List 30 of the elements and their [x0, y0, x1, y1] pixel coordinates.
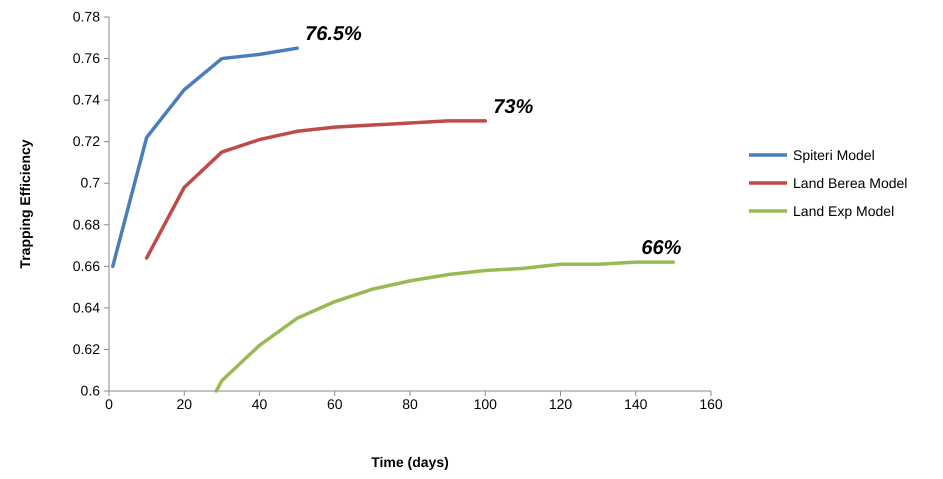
legend-label: Land Exp Model [793, 203, 894, 219]
annotation: 66% [641, 237, 682, 260]
y-tick-label: 0.78 [72, 8, 100, 24]
y-tick-label: 0.74 [72, 92, 100, 108]
y-tick-label: 0.7 [80, 174, 100, 191]
line-series [111, 46, 299, 268]
y-tick-label: 0.76 [72, 50, 100, 66]
y-tick-label: 0.72 [72, 133, 100, 150]
legend-label: Land Berea Model [793, 175, 908, 191]
y-tick-label: 0.64 [72, 299, 100, 316]
x-tick-label: 40 [252, 396, 268, 412]
x-tick-label: 160 [699, 396, 723, 412]
y-tick-label: 0.68 [72, 216, 100, 232]
x-tick-label: 100 [474, 396, 498, 412]
line-series [144, 119, 487, 260]
y-axis-title: Trapping Efficiency [17, 139, 33, 269]
x-tick-label: 60 [326, 396, 343, 412]
x-axis-title: Time (days) [371, 454, 449, 470]
y-tick-label: 0.66 [72, 258, 100, 274]
annotation: 76.5% [305, 23, 362, 46]
x-tick-label: 80 [402, 396, 418, 412]
y-tick-label: 0.62 [72, 340, 100, 357]
x-tick-label: 140 [624, 396, 648, 412]
line-series [214, 260, 676, 393]
x-tick-label: 0 [105, 396, 114, 412]
y-tick-label: 0.6 [80, 382, 100, 398]
x-tick-label: 120 [548, 396, 572, 412]
x-tick-label: 20 [176, 396, 192, 412]
annotation: 73% [493, 96, 534, 118]
legend-label: Spiteri Model [793, 147, 875, 163]
